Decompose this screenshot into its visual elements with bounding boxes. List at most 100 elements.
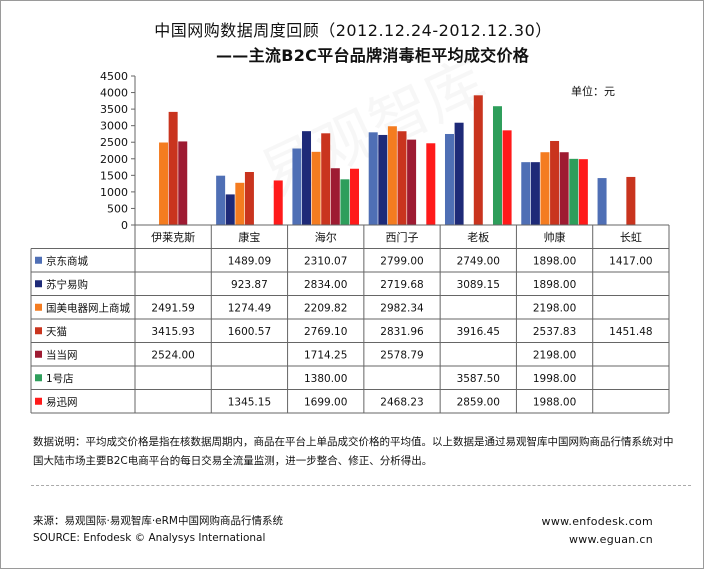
legend-label: 天猫: [46, 325, 67, 338]
divider: [31, 485, 691, 486]
bar: [569, 158, 579, 225]
data-label: 2982.34: [380, 303, 424, 315]
data-label: 2831.96: [380, 326, 424, 338]
category-label: 西门子: [386, 230, 419, 244]
legend-label: 苏宁易购: [46, 278, 88, 291]
bar: [597, 178, 607, 225]
data-label: 1417.00: [609, 256, 652, 268]
data-label: 2209.82: [304, 303, 347, 315]
chart-title: 中国网购数据周度回顾（2012.12.24-2012.12.30）: [154, 21, 552, 40]
legend-label: 国美电器网上商城: [46, 302, 130, 315]
bar: [502, 130, 512, 225]
bar: [387, 126, 397, 225]
data-label: 2859.00: [457, 397, 500, 409]
legend-label: 易迅网: [46, 397, 78, 409]
legend-label: 当当网: [46, 349, 78, 362]
url-enfodesk: www.enfodesk.com: [541, 515, 653, 528]
legend-swatch: [35, 327, 42, 335]
data-label: 1988.00: [533, 397, 576, 409]
data-label: 1380.00: [304, 373, 347, 385]
bar: [559, 152, 569, 225]
bar: [330, 168, 340, 225]
legend-label: 1号店: [46, 372, 74, 385]
category-label: 伊莱克斯: [151, 231, 195, 244]
bar: [397, 131, 407, 225]
bar-chart: 0 500 1000 1500 2000 2500 3000 3500 4000 4500 伊莱克斯…: [30, 70, 670, 414]
bar: [311, 151, 321, 225]
data-label: 1898.00: [533, 279, 576, 291]
data-label: 1998.00: [533, 373, 576, 385]
y-tick-label: 2500: [100, 136, 128, 149]
bar: [473, 95, 483, 225]
bar: [492, 106, 502, 225]
data-label: 1699.00: [304, 397, 347, 409]
data-label: 1600.57: [228, 326, 271, 338]
bar: [216, 175, 226, 225]
legend-swatch: [35, 374, 42, 382]
data-label: 1274.49: [228, 303, 271, 315]
data-label: 2537.83: [533, 326, 576, 338]
data-label: 2198.00: [533, 350, 576, 362]
bar: [235, 182, 245, 225]
y-tick-label: 3000: [100, 120, 128, 133]
y-tick-label: 4500: [100, 70, 128, 83]
data-label: 3415.93: [151, 326, 194, 338]
data-label: 2749.00: [457, 256, 500, 268]
bar: [578, 159, 588, 225]
bar: [444, 133, 454, 225]
data-label: 2491.59: [151, 303, 194, 315]
bar: [407, 139, 417, 225]
bar: [302, 131, 312, 225]
data-label: 2310.07: [304, 256, 347, 268]
bar: [340, 179, 350, 225]
data-label: 3587.50: [457, 373, 500, 385]
y-tick-label: 2000: [100, 153, 128, 166]
bar: [292, 148, 302, 225]
data-label: 923.87: [231, 279, 268, 291]
legend-swatch: [35, 303, 42, 311]
data-label: 2834.00: [304, 279, 347, 291]
bar: [159, 142, 169, 225]
bar: [426, 143, 436, 225]
url-eguan: www.eguan.cn: [568, 533, 653, 546]
legend-swatch: [35, 280, 42, 288]
data-label: 1345.15: [228, 397, 271, 409]
y-tick-label: 3500: [100, 103, 128, 116]
legend-swatch: [35, 350, 42, 358]
bar: [550, 140, 560, 225]
y-tick-label: 0: [121, 219, 128, 232]
data-label: 1489.09: [228, 256, 271, 268]
data-label: 2799.00: [380, 256, 423, 268]
category-label: 长虹: [620, 231, 642, 244]
category-label: 海尔: [315, 230, 337, 244]
y-tick-label: 1000: [100, 186, 128, 199]
bar: [244, 172, 254, 225]
bar: [530, 162, 540, 225]
bar: [178, 141, 188, 225]
y-tick-label: 1500: [100, 169, 128, 182]
data-label: 2524.00: [151, 350, 194, 362]
chart-subtitle: ——主流B2C平台品牌消毒柜平均成交价格: [216, 46, 530, 65]
bar: [350, 168, 360, 225]
bar: [454, 122, 464, 225]
data-note: 数据说明：平均成交价格是指在核数据周期内，商品在平台上单品成交价格的平均值。以上…: [33, 436, 674, 467]
data-label: 1898.00: [533, 256, 576, 268]
unit-label: 单位：元: [571, 85, 615, 98]
y-tick-label: 4000: [100, 87, 128, 100]
data-label: 1714.25: [304, 350, 347, 362]
data-label: 3916.45: [457, 326, 500, 338]
data-label: 2719.68: [380, 279, 423, 291]
category-label: 老板: [467, 230, 489, 244]
data-label: 1451.48: [609, 326, 652, 338]
y-tick-label: 500: [107, 202, 128, 215]
data-label: 2468.23: [380, 397, 423, 409]
bar: [368, 132, 378, 225]
bar: [540, 152, 550, 225]
legend-swatch: [35, 397, 42, 405]
bar: [378, 134, 388, 225]
bar: [168, 111, 178, 225]
bar: [521, 162, 531, 225]
category-label: 帅康: [544, 230, 566, 244]
legend-label: 京东商城: [46, 255, 88, 268]
